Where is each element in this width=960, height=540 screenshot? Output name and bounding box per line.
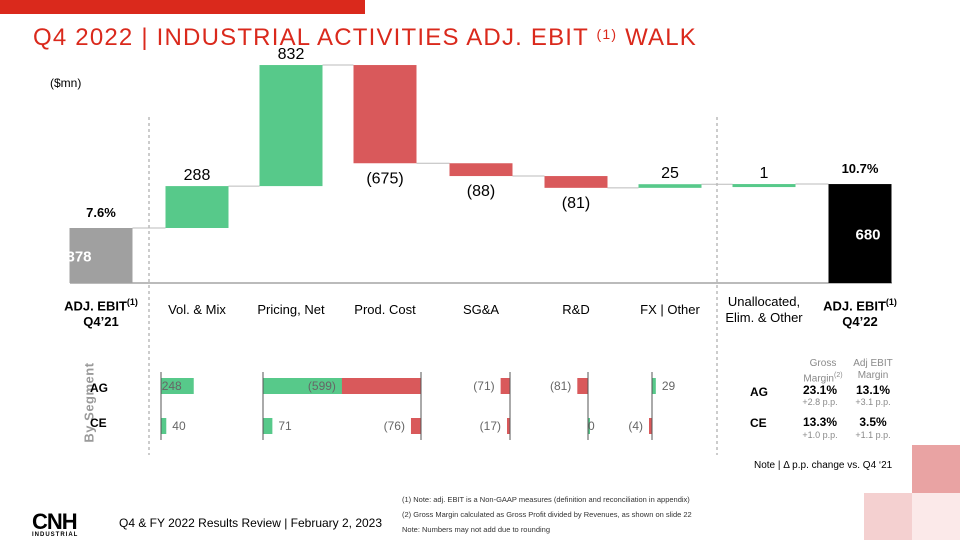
segment-value-label: (81)	[550, 379, 571, 393]
category-label: ADJ. EBIT(1) Q4’22	[823, 297, 897, 330]
bar-value-label: 832	[278, 46, 305, 63]
segment-value-label: (17)	[480, 419, 501, 433]
table-ag-gross-change: +2.8 p.p.	[802, 397, 838, 407]
table-header-gross: Gross Margin(2)	[803, 358, 843, 385]
bar-7	[732, 184, 796, 188]
margin-end-label: 10.7%	[842, 161, 879, 176]
table-header-ebit: Adj EBIT Margin	[853, 358, 893, 381]
table-ce-gross: 13.3%	[802, 415, 838, 429]
segment-bar-ag	[577, 378, 588, 394]
segment-bar-ag	[263, 378, 364, 394]
segment-value-label: 71	[278, 419, 292, 433]
table-row-ce-name: CE	[750, 416, 767, 430]
segment-label-ag: AG	[90, 381, 108, 395]
bar-value-label: 25	[661, 165, 679, 182]
table-ce-gross-change: +1.0 p.p.	[802, 430, 838, 440]
margin-start-label: 7.6%	[86, 205, 116, 220]
segment-bar-ag	[500, 378, 510, 394]
bar-value-label: 288	[184, 167, 211, 184]
unit-label: ($mn)	[50, 76, 82, 90]
segment-value-label: 29	[662, 379, 676, 393]
bar-end	[828, 184, 892, 283]
bar-2	[259, 65, 323, 187]
segment-bar-ag	[161, 378, 194, 394]
bar-value-label: 1	[760, 165, 769, 182]
segment-bar-ce	[507, 418, 510, 434]
segment-value-label: 248	[162, 379, 182, 393]
decor-square-1	[912, 445, 960, 493]
page-title: Q4 2022 | INDUSTRIAL ACTIVITIES ADJ. EBI…	[33, 24, 698, 51]
bar-value-label: 680	[855, 227, 880, 244]
footer-review-title: Q4 & FY 2022 Results Review | February 2…	[119, 516, 383, 530]
category-label: ADJ. EBIT(1) Q4’21	[64, 297, 138, 330]
category-label: R&D	[562, 302, 590, 317]
category-label: FX | Other	[640, 302, 700, 317]
segment-bar-ag	[341, 378, 421, 394]
bar-5	[544, 176, 608, 188]
bar-4	[449, 163, 513, 177]
change-note: Note | Δ p.p. change vs. Q4 ‘21	[754, 460, 893, 471]
bar-value-label: (88)	[467, 183, 495, 200]
decor-square-3	[912, 493, 960, 540]
table-ag-ebit-change: +3.1 p.p.	[855, 397, 891, 407]
footnote-3: Note: Numbers may not add due to roundin…	[402, 525, 551, 534]
category-label: Prod. Cost	[354, 302, 416, 317]
table-ag-ebit: 13.1%	[855, 383, 891, 397]
bar-value-label: 378	[66, 249, 91, 266]
segment-bar-ce	[649, 418, 652, 434]
segment-bar-ce	[161, 418, 167, 434]
decor-square-2	[864, 493, 912, 540]
category-label: Pricing, Net	[257, 302, 325, 317]
table-ce-ebit: 3.5%	[859, 415, 887, 429]
bar-6	[638, 184, 702, 188]
segment-value-label: (599)	[308, 379, 336, 393]
bar-value-label: (81)	[562, 195, 590, 212]
by-segment-label: By Segment	[81, 362, 97, 443]
segment-bar-ce	[410, 418, 421, 434]
segment-value-label: (4)	[628, 419, 643, 433]
bar-1	[165, 186, 229, 229]
category-label: Vol. & Mix	[168, 302, 226, 317]
segment-bar-ce	[588, 418, 590, 434]
segment-value-label: 40	[172, 419, 186, 433]
category-label: SG&A	[462, 302, 500, 317]
cnh-logo: CNH INDUSTRIAL	[32, 509, 79, 539]
segment-value-label: (71)	[473, 379, 494, 393]
top-accent-bar	[0, 0, 365, 14]
table-ce-ebit-change: +1.1 p.p.	[855, 430, 891, 440]
segment-label-ce: CE	[90, 416, 107, 430]
category-label: Unallocated, Elim. & Other	[725, 294, 803, 325]
table-row-ag-name: AG	[750, 385, 768, 399]
footnote-1: (1) Note: adj. EBIT is a Non-GAAP measur…	[402, 495, 690, 504]
segment-value-label: (76)	[384, 419, 405, 433]
bar-value-label: (675)	[366, 170, 403, 187]
table-ag-gross: 23.1%	[802, 383, 838, 397]
segment-bar-ag	[652, 378, 656, 394]
footnote-2: (2) Gross Margin calculated as Gross Pro…	[402, 510, 692, 519]
bar-3	[353, 65, 417, 164]
bar-start	[69, 228, 133, 283]
segment-bar-ce	[263, 418, 273, 434]
segment-value-label: 0	[588, 419, 595, 433]
